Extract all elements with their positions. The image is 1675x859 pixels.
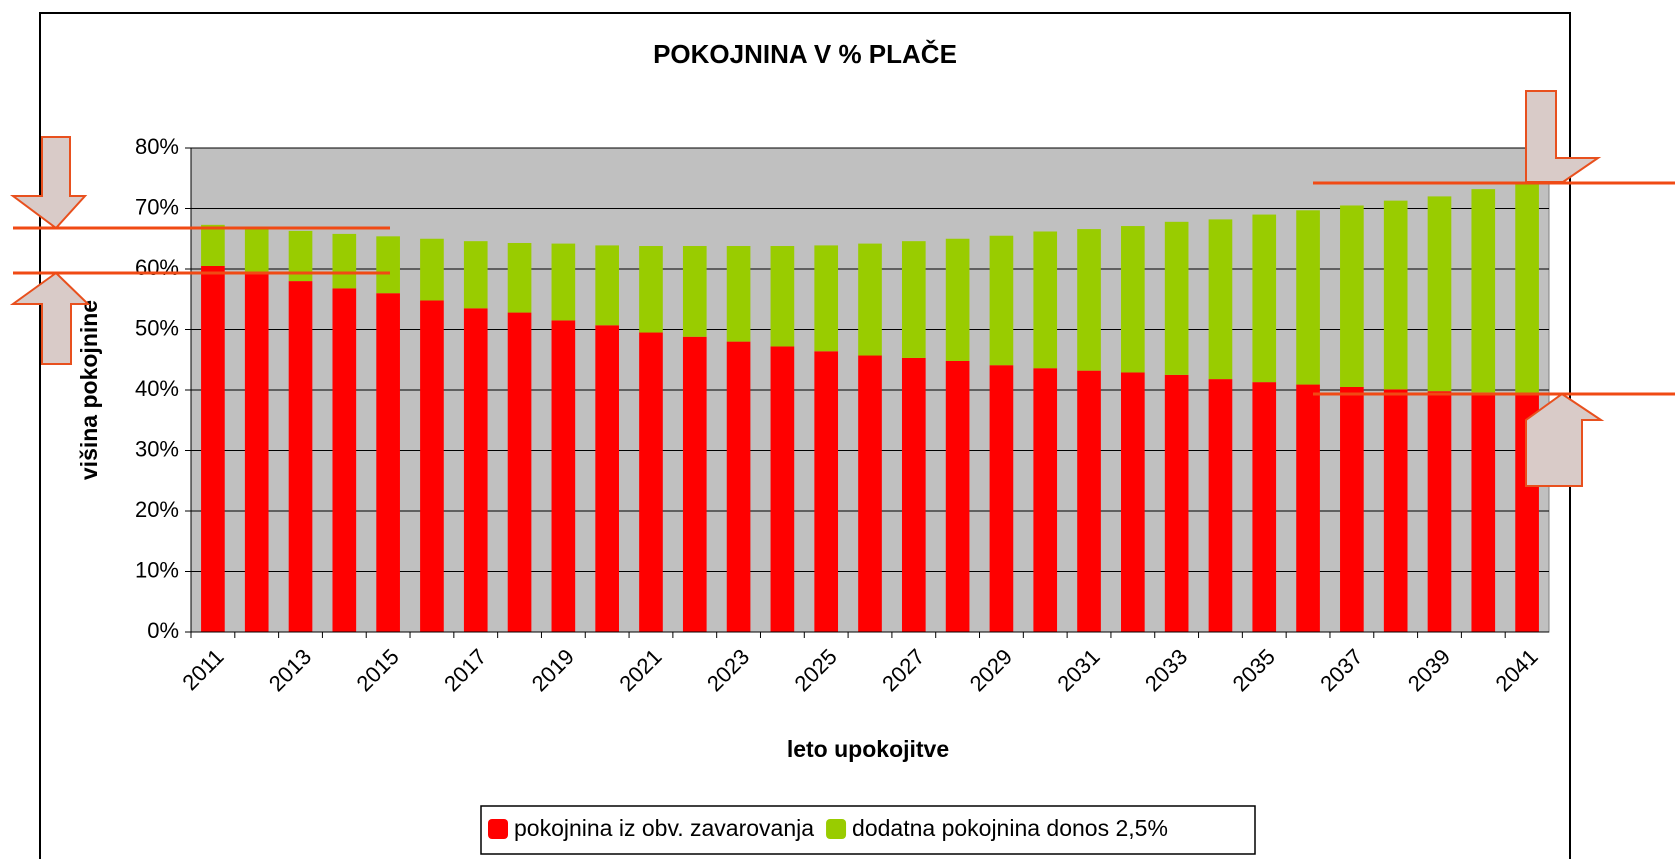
up-arrow bbox=[1525, 392, 1605, 487]
bar-segment bbox=[288, 281, 313, 632]
bar-segment bbox=[858, 243, 882, 356]
plot-area: 0%10%20%30%40%50%60%70%80%2011 2013 2015 20… bbox=[135, 134, 1550, 696]
y-tick-label: 60% bbox=[135, 255, 179, 280]
bar-segment bbox=[420, 300, 444, 632]
bar-segment bbox=[201, 265, 225, 632]
bar-segment bbox=[507, 242, 532, 313]
bar-segment bbox=[945, 360, 970, 632]
y-axis-label: višina pokojnine bbox=[76, 300, 102, 480]
bar-segment bbox=[1383, 389, 1408, 632]
chart-title: POKOJNINA V % PLAČE bbox=[653, 39, 957, 69]
legend-swatch bbox=[488, 819, 508, 839]
bar-segment bbox=[1471, 392, 1496, 632]
bar-segment bbox=[814, 245, 839, 352]
legend-items: pokojnina iz obv. zavarovanja dodatna pok… bbox=[488, 815, 1168, 841]
legend-label: dodatna pokojnina donos 2,5% bbox=[852, 815, 1168, 841]
bar-segment bbox=[726, 246, 751, 342]
bar-segment bbox=[1383, 200, 1408, 390]
down-arrow bbox=[1525, 90, 1602, 183]
bar-segment bbox=[1077, 229, 1101, 371]
bar-segment bbox=[1208, 379, 1233, 632]
legend-swatch bbox=[826, 819, 847, 839]
y-tick-label: 70% bbox=[135, 194, 179, 219]
bar-segment bbox=[551, 320, 576, 632]
bar-segment bbox=[1340, 386, 1364, 632]
y-tick-label: 10% bbox=[135, 557, 179, 582]
y-tick-label: 50% bbox=[135, 315, 179, 340]
x-axis-label: leto upokojitve bbox=[787, 736, 949, 762]
y-tick-label: 30% bbox=[135, 436, 179, 461]
down-arrow bbox=[9, 136, 88, 230]
bar-segment bbox=[1033, 231, 1058, 369]
bar-segment bbox=[1427, 196, 1452, 392]
bar-segment bbox=[901, 241, 926, 358]
bar-segment bbox=[332, 288, 357, 632]
legend-label: pokojnina iz obv. zavarovanja bbox=[514, 815, 814, 841]
bar-segment bbox=[682, 336, 707, 632]
bar-segment bbox=[376, 236, 400, 294]
bar-segment bbox=[1515, 184, 1539, 394]
bar-segment bbox=[1296, 210, 1320, 385]
bar-segment bbox=[1164, 221, 1189, 375]
bar-segment bbox=[770, 246, 795, 347]
bar-segment bbox=[901, 357, 926, 632]
y-tick-label: 0% bbox=[147, 618, 179, 643]
bar-segment bbox=[332, 233, 357, 289]
bar-segment bbox=[1340, 205, 1364, 387]
y-tick-label: 80% bbox=[135, 134, 179, 159]
bar-segment bbox=[639, 332, 663, 632]
bar-segment bbox=[551, 243, 576, 321]
bar-segment bbox=[463, 308, 488, 632]
bar-segment bbox=[595, 325, 619, 632]
bar-segment bbox=[288, 230, 313, 282]
bar-segment bbox=[1252, 382, 1277, 632]
bar-segment bbox=[945, 238, 970, 361]
bar-segment bbox=[1121, 372, 1145, 632]
legend bbox=[480, 805, 1256, 855]
bar-segment bbox=[858, 355, 882, 632]
y-tick-label: 40% bbox=[135, 376, 179, 401]
bar-segment bbox=[770, 346, 795, 632]
bar-segment bbox=[814, 351, 839, 632]
bar-segment bbox=[726, 341, 751, 632]
bar-segment bbox=[376, 293, 400, 632]
bar-segment bbox=[1208, 219, 1233, 380]
bar-segment bbox=[595, 245, 619, 326]
y-tick-label: 20% bbox=[135, 497, 179, 522]
annotations bbox=[9, 90, 1675, 487]
bar-segment bbox=[639, 246, 663, 333]
bar-segment bbox=[1077, 370, 1101, 632]
bar-segment bbox=[989, 235, 1014, 366]
bar-segment bbox=[201, 224, 225, 266]
bar-segment bbox=[1296, 384, 1320, 632]
bar-segment bbox=[989, 365, 1014, 632]
up-arrow bbox=[9, 271, 91, 365]
bar-segment bbox=[463, 241, 488, 309]
bar-segment bbox=[420, 238, 444, 301]
bar-segment bbox=[507, 312, 532, 632]
bar-segment bbox=[1033, 368, 1058, 632]
bar-segment bbox=[1427, 391, 1452, 632]
bar-segment bbox=[1164, 374, 1189, 632]
bar-segment bbox=[244, 226, 269, 273]
bar-segment bbox=[1121, 226, 1145, 373]
bar-segment bbox=[682, 246, 707, 337]
bar-segment bbox=[1252, 214, 1277, 383]
bar-segment bbox=[244, 272, 269, 632]
bar-segment bbox=[1471, 189, 1496, 393]
